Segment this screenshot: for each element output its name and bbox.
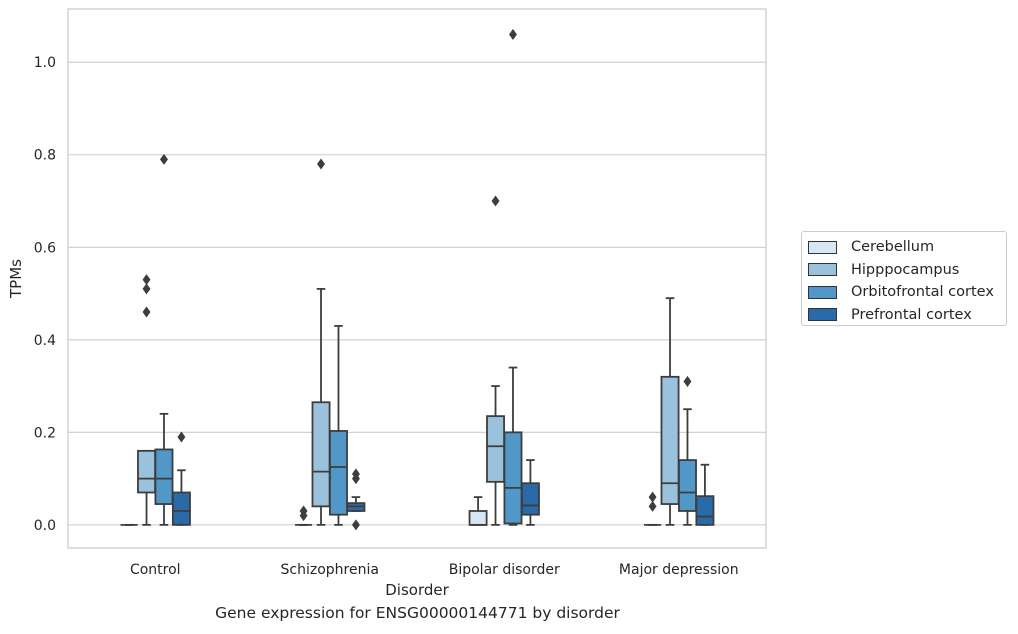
legend-swatch <box>808 263 837 277</box>
y-tick-label: 0.6 <box>34 240 56 256</box>
y-tick-label: 0.2 <box>34 425 56 441</box>
box-rect <box>311 401 331 508</box>
box-rect <box>171 491 191 526</box>
box-flier <box>317 158 325 170</box>
box-rect <box>486 415 505 483</box>
box-flier <box>491 195 500 207</box>
box-flier <box>299 505 308 517</box>
box-flier <box>142 306 151 318</box>
box-flier <box>160 153 168 165</box>
legend-item: Prefrontal cortex <box>802 304 1006 327</box>
x-tick-label: Major depression <box>619 562 739 578</box>
legend-swatch <box>808 308 837 322</box>
y-tick-label: 0.4 <box>34 333 56 349</box>
box-flier <box>351 519 360 531</box>
x-axis-label: Disorder <box>385 581 449 599</box>
legend-label: Cerebellum <box>851 239 935 256</box>
box-flier <box>648 500 657 512</box>
box-flier <box>683 375 692 387</box>
box-rect <box>503 431 523 525</box>
box-flier <box>142 283 151 295</box>
legend-label: Hipppocampus <box>851 261 960 278</box>
box-flier <box>351 468 360 480</box>
legend-item: Orbitofrontal cortex <box>802 281 1006 304</box>
box-rect <box>660 375 680 505</box>
box-rect <box>520 482 540 516</box>
legend-label: Orbitofrontal cortex <box>851 284 994 301</box>
legend-label: Prefrontal cortex <box>851 306 972 323</box>
box-flier <box>142 274 151 286</box>
box-rect <box>329 430 348 516</box>
legend: Cerebellum Hipppocampus Orbitofrontal cort… <box>801 231 1007 326</box>
y-tick-label: 0.0 <box>34 518 56 534</box>
legend-item: Hipppocampus <box>802 259 1006 282</box>
legend-item: Cerebellum <box>802 236 1006 259</box>
box-flier <box>177 431 186 443</box>
figure-caption: Gene expression for ENSG00000144771 by d… <box>215 604 620 622</box>
y-tick-label: 1.0 <box>34 55 56 71</box>
plot-frame <box>67 8 767 549</box>
box-rect <box>137 449 156 494</box>
y-tick-label: 0.8 <box>34 148 56 164</box>
box-rect <box>678 459 697 512</box>
legend-swatch <box>808 285 837 299</box>
box-rect <box>154 448 174 505</box>
box-rect <box>468 510 488 526</box>
x-tick-label: Schizophrenia <box>281 562 379 578</box>
x-tick-label: Bipolar disorder <box>449 562 560 578</box>
box-rect <box>695 495 715 526</box>
y-axis-label: TPMs <box>7 259 25 299</box>
box-flier <box>648 491 657 503</box>
box-flier <box>509 28 517 40</box>
legend-swatch <box>808 240 837 254</box>
x-tick-label: Control <box>130 562 181 578</box>
